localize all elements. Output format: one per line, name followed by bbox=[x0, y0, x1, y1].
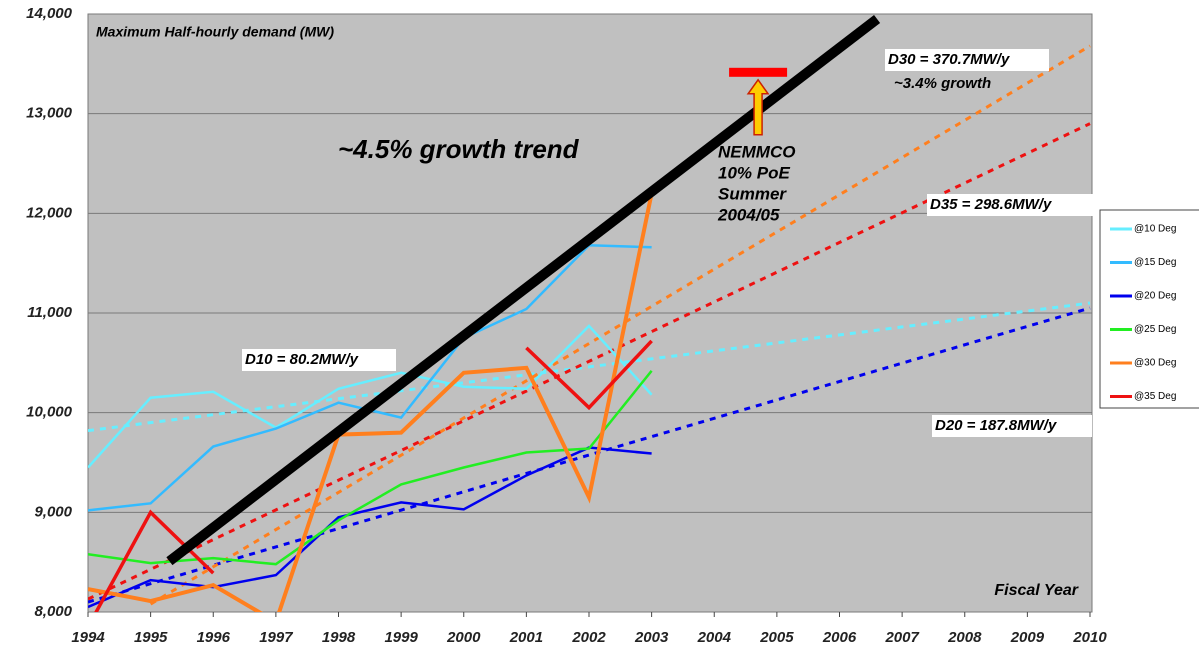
x-tick-label: 1999 bbox=[384, 629, 418, 646]
x-tick-label: 2004 bbox=[697, 629, 732, 646]
chart-title: Maximum Half-hourly demand (MW) bbox=[96, 24, 334, 40]
y-tick-label: 11,000 bbox=[27, 304, 72, 321]
label-box bbox=[242, 349, 396, 371]
label-box bbox=[927, 194, 1093, 216]
series-line bbox=[88, 324, 653, 469]
overlay: 8,000 9,000 10,000 11,000 12,000 13,000 14,000… bbox=[26, 5, 1199, 646]
target-label: NEMMCO bbox=[718, 142, 795, 161]
x-tick-label: 2007 bbox=[884, 629, 919, 646]
trend-label: D10 = 80.2MW/y bbox=[245, 351, 359, 368]
legend-label: @35 Deg bbox=[1134, 391, 1176, 402]
x-tick-label: 2009 bbox=[1010, 629, 1045, 646]
y-tick-label: 14,000 bbox=[26, 5, 73, 22]
target-label: 2004/05 bbox=[717, 205, 780, 224]
target-arrow bbox=[746, 78, 770, 136]
legend-label: @10 Deg bbox=[1134, 224, 1176, 235]
x-tick-label: 1995 bbox=[134, 629, 168, 646]
x-tick-label: 2001 bbox=[509, 629, 543, 646]
x-tick-label: 2002 bbox=[571, 629, 606, 646]
x-tick-label: 1996 bbox=[197, 629, 231, 646]
x-tick-label: 1998 bbox=[322, 629, 356, 646]
x-tick-label: 1994 bbox=[71, 629, 105, 646]
label-box bbox=[885, 49, 1049, 71]
legend-label: @15 Deg bbox=[1134, 257, 1176, 268]
x-tick-label: 2006 bbox=[822, 629, 857, 646]
trend-line bbox=[88, 122, 1091, 601]
target-label: Summer bbox=[718, 184, 787, 203]
x-axis-label: Fiscal Year bbox=[994, 582, 1078, 599]
legend-box bbox=[1099, 209, 1199, 409]
trend-line bbox=[88, 301, 1091, 433]
trend-sublabel: ~3.4% growth bbox=[894, 75, 991, 92]
x-tick-label: 2005 bbox=[759, 629, 794, 646]
trend-label: D30 = 370.7MW/y bbox=[888, 51, 1010, 68]
legend-label: @30 Deg bbox=[1134, 358, 1176, 369]
series-line bbox=[94, 339, 653, 612]
y-tick-label: 13,000 bbox=[26, 105, 73, 122]
x-tick-label: 2000 bbox=[446, 629, 481, 646]
legend-label: @20 Deg bbox=[1134, 291, 1176, 302]
y-tick-label: 9,000 bbox=[34, 503, 72, 520]
trend-line bbox=[149, 44, 1091, 606]
y-tick-label: 12,000 bbox=[26, 204, 73, 221]
trend-label: ~4.5% growth trend bbox=[338, 134, 580, 164]
x-tick-label: 2003 bbox=[634, 629, 669, 646]
x-tick-label: 2008 bbox=[947, 629, 982, 646]
series-line bbox=[88, 370, 653, 566]
target-bar bbox=[729, 67, 788, 77]
x-tick-label: 2010 bbox=[1072, 629, 1107, 646]
plot bbox=[88, 44, 1091, 612]
label-box bbox=[932, 415, 1092, 437]
x-tick-label: 1997 bbox=[259, 629, 293, 646]
series-line bbox=[88, 446, 652, 609]
trend-label: D35 = 298.6MW/y bbox=[930, 196, 1052, 213]
y-tick-label: 10,000 bbox=[26, 404, 73, 421]
y-tick-label: 8,000 bbox=[34, 603, 72, 620]
trend-label: D20 = 187.8MW/y bbox=[935, 417, 1057, 434]
series-line bbox=[88, 192, 654, 612]
target-label: 10% PoE bbox=[718, 163, 790, 182]
legend-label: @25 Deg bbox=[1134, 324, 1176, 335]
